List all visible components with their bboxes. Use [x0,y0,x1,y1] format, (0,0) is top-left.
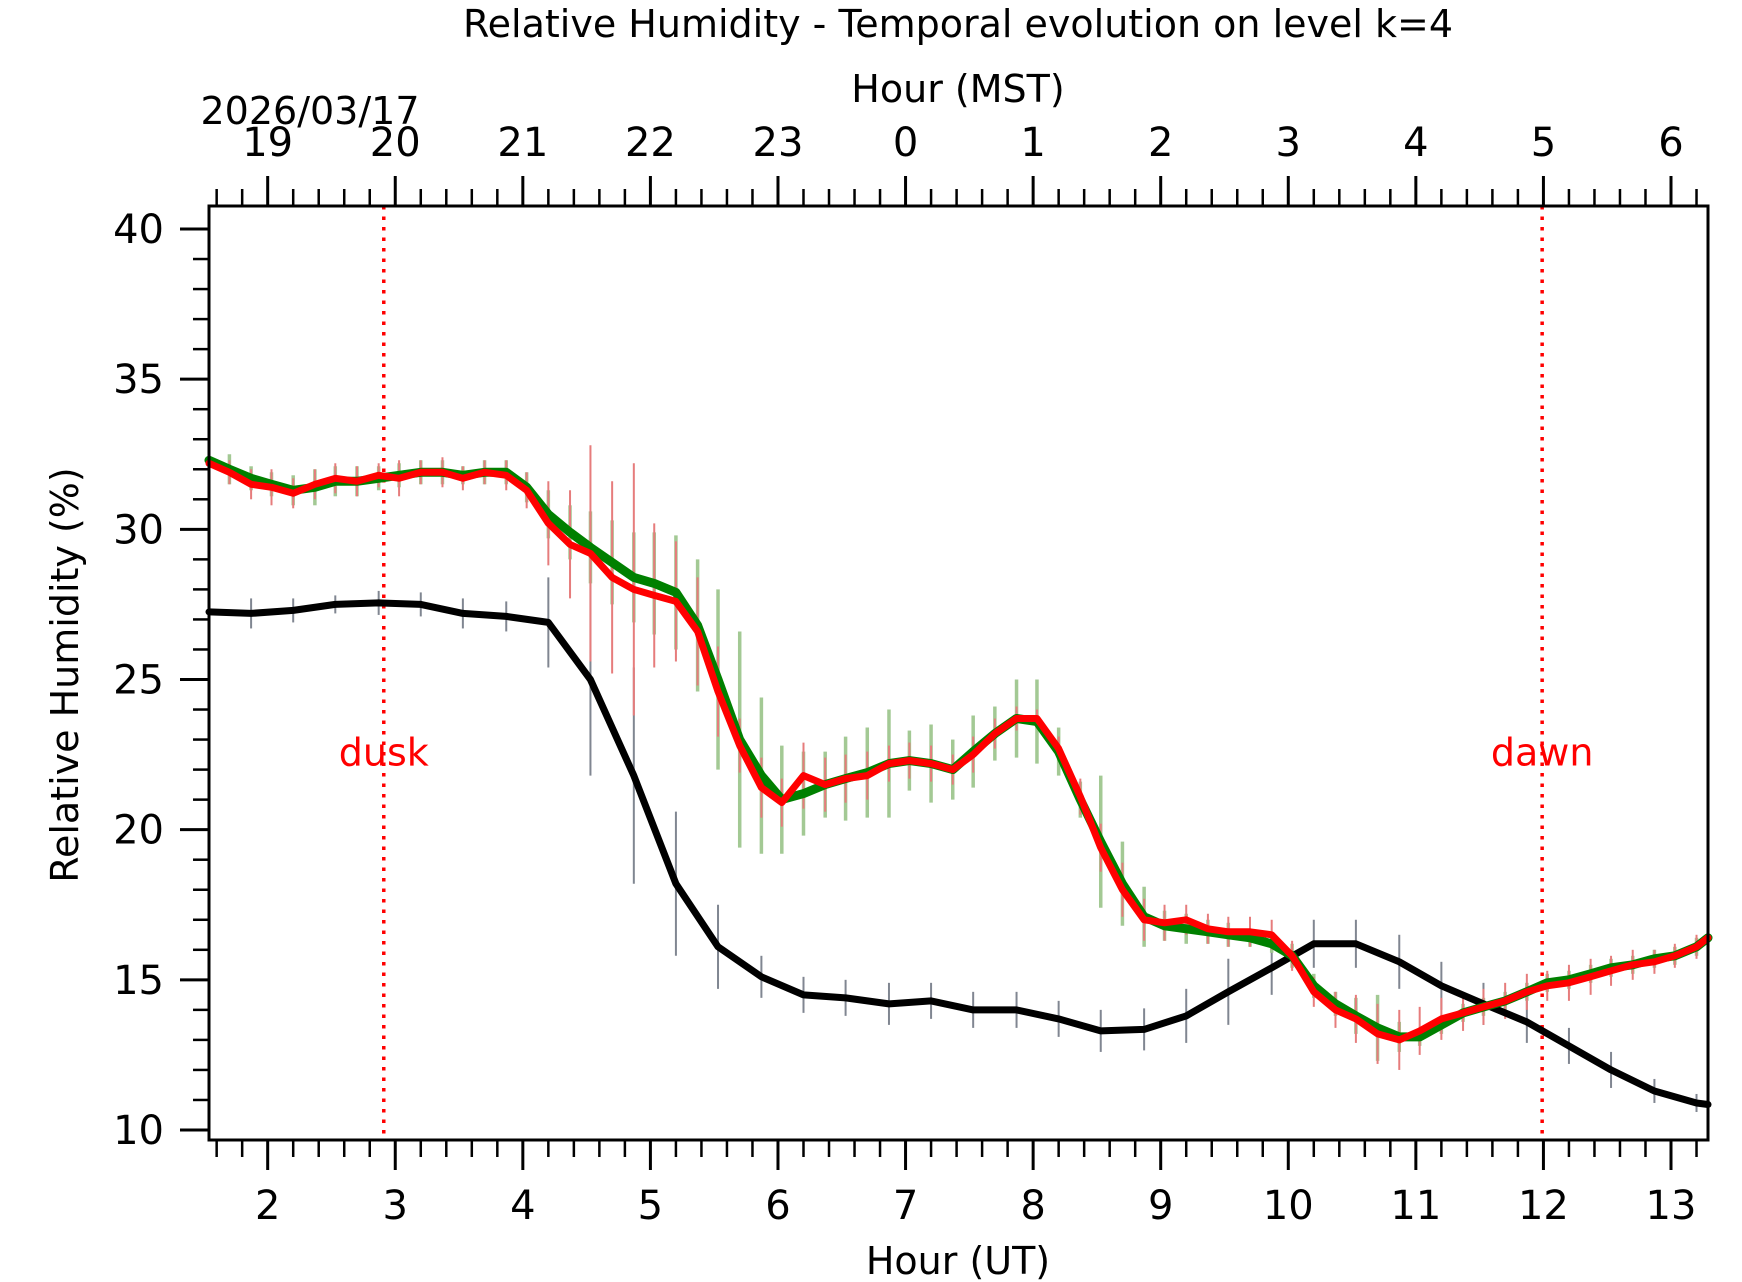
y-axis-label: Relative Humidity (%) [43,467,87,882]
x-tick-label: 4 [510,1183,535,1229]
top-axis-label: Hour (MST) [851,67,1064,111]
x-tick-label: 11 [1390,1183,1441,1229]
x-tick-label: 2 [255,1183,280,1229]
y-tick-label: 10 [113,1108,164,1154]
day-night-lines [382,206,1544,1140]
x-tick-label: 13 [1646,1183,1697,1229]
y-tick-label: 20 [113,808,164,854]
green-series-line [204,455,1713,1042]
y-tick-label: 30 [113,507,164,553]
top-x-tick-label: 21 [497,120,548,166]
dawn-label: dawn [1491,731,1594,775]
y-tick-label: 40 [113,207,164,253]
y-tick-label: 15 [113,958,164,1004]
top-x-tick-label: 4 [1403,120,1428,166]
top-x-tick-label: 3 [1276,120,1301,166]
top-x-tick-label: 6 [1658,120,1683,166]
x-tick-label: 9 [1148,1183,1173,1229]
x-tick-label: 10 [1263,1183,1314,1229]
date-label: 2026/03/17 [200,89,419,133]
x-tick-label: 7 [893,1183,918,1229]
top-x-tick-label: 0 [893,120,918,166]
top-x-tick-label: 2 [1148,120,1173,166]
black-series-line [205,599,1712,1108]
top-x-tick-label: 22 [625,120,676,166]
x-tick-label: 8 [1020,1183,1045,1229]
top-x-tick-label: 1 [1020,120,1045,166]
x-tick-label: 5 [638,1183,663,1229]
red-series-line [205,459,1712,1044]
top-x-tick-label: 20 [370,120,421,166]
y-tick-label: 25 [113,658,164,704]
series-lines [204,455,1713,1108]
top-x-tick-label: 5 [1531,120,1556,166]
axis-ticks: 2193204215226237081921031141251361015202… [113,120,1698,1229]
x-tick-label: 12 [1518,1183,1569,1229]
top-x-tick-label: 19 [242,120,293,166]
chart-title: Relative Humidity - Temporal evolution o… [463,2,1453,46]
x-axis-label: Hour (UT) [866,1239,1050,1282]
x-tick-label: 6 [765,1183,790,1229]
dusk-label: dusk [339,731,429,775]
annotations: dusk dawn [339,731,1594,775]
y-tick-label: 35 [113,357,164,403]
top-x-tick-label: 23 [753,120,804,166]
x-tick-label: 3 [383,1183,408,1229]
plot-frame [207,204,1710,1142]
